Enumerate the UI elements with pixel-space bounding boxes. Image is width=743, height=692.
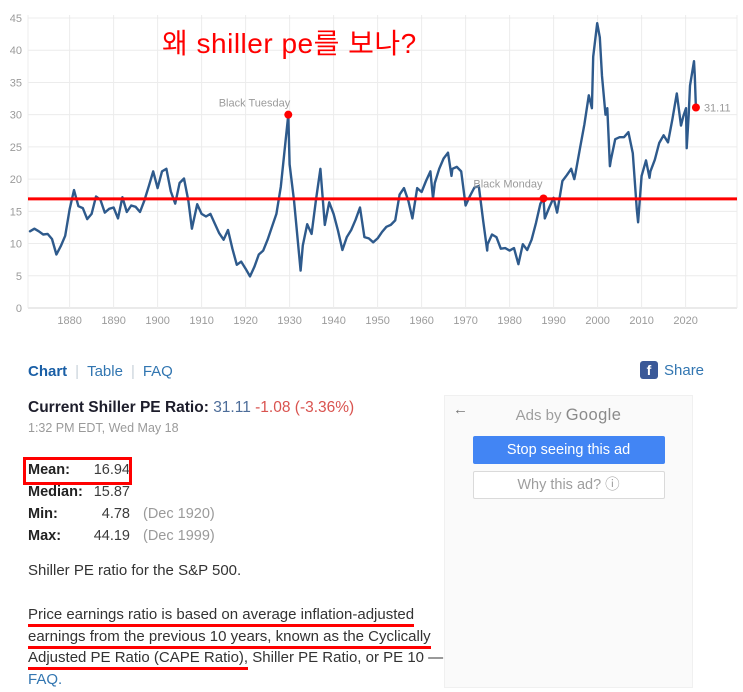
stat-value: 15.87 — [90, 484, 130, 500]
stat-row-min: Min: 4.78 (Dec 1920) — [28, 503, 215, 525]
tab-faq[interactable]: FAQ — [143, 363, 173, 380]
y-axis-label: 40 — [10, 45, 22, 57]
google-ad-panel: ← Ads by Google Stop seeing this ad Why … — [444, 395, 693, 688]
y-axis-label: 5 — [16, 271, 22, 283]
x-axis-label: 1920 — [233, 315, 257, 327]
annotation-label: Black Tuesday — [219, 98, 291, 110]
ads-by-label: Ads by — [516, 407, 566, 424]
stat-row-max: Max: 44.19 (Dec 1999) — [28, 525, 215, 547]
ads-by-google-label: Ads by Google — [445, 406, 692, 425]
tab-table[interactable]: Table — [87, 363, 123, 380]
definition-line: Price earnings ratio is based on average… — [28, 606, 458, 628]
stat-note: (Dec 1999) — [143, 528, 215, 544]
tab-separator: | — [75, 363, 79, 380]
ad-back-arrow-icon[interactable]: ← — [453, 401, 468, 418]
y-axis-label: 15 — [10, 206, 22, 218]
x-axis-label: 1910 — [189, 315, 213, 327]
stat-value: 4.78 — [90, 506, 130, 522]
y-axis-label: 45 — [10, 13, 22, 25]
stat-note: (Dec 1920) — [143, 506, 215, 522]
stats-table: Mean: 16.94 Median: 15.87 Min: 4.78 (Dec… — [28, 459, 215, 547]
current-ratio-label: Current Shiller PE Ratio: — [28, 399, 209, 416]
stat-label: Max: — [28, 528, 90, 544]
x-axis-label: 1980 — [497, 315, 521, 327]
facebook-icon[interactable]: f — [640, 361, 658, 379]
y-axis-label: 35 — [10, 77, 22, 89]
chart-description: Shiller PE ratio for the S&P 500. — [28, 562, 241, 579]
y-axis-label: 10 — [10, 239, 22, 251]
chart-view-tabs: Chart | Table | FAQ — [28, 363, 173, 380]
quote-timestamp: 1:32 PM EDT, Wed May 18 — [28, 421, 179, 435]
y-axis-label: 0 — [16, 303, 22, 315]
tab-separator: | — [131, 363, 135, 380]
x-axis-label: 2020 — [673, 315, 697, 327]
x-axis-label: 1990 — [541, 315, 565, 327]
red-underlined-text: Price earnings ratio is based on average… — [28, 606, 414, 627]
current-ratio-line: Current Shiller PE Ratio: 31.11 -1.08 (-… — [28, 399, 354, 417]
x-axis-label: 1940 — [321, 315, 345, 327]
facebook-share-button[interactable]: f Share — [640, 361, 704, 379]
stat-value: 16.94 — [90, 462, 130, 478]
event-dot — [692, 104, 700, 112]
x-axis-label: 1900 — [145, 315, 169, 327]
pe-ratio-line — [30, 23, 696, 276]
annotation-label: Black Monday — [473, 178, 543, 190]
y-axis-label: 20 — [10, 174, 22, 186]
x-axis-label: 1970 — [453, 315, 477, 327]
current-ratio-value: 31.11 — [213, 399, 251, 416]
pe-definition-paragraph: Price earnings ratio is based on average… — [28, 606, 458, 692]
x-axis-label: 2000 — [585, 315, 609, 327]
x-axis-label: 1950 — [365, 315, 389, 327]
y-axis-label: 25 — [10, 142, 22, 154]
stat-value: 44.19 — [90, 528, 130, 544]
x-axis-label: 2010 — [629, 315, 653, 327]
x-axis-label: 1930 — [277, 315, 301, 327]
event-dot — [284, 111, 292, 119]
share-label[interactable]: Share — [664, 362, 704, 379]
why-this-ad-label: Why this ad? — [517, 477, 605, 493]
definition-text: Shiller PE Ratio, or PE 10 — — [248, 649, 443, 666]
definition-line: Adjusted PE Ratio (CAPE Ratio), Shiller … — [28, 649, 458, 671]
x-axis-label: 1890 — [101, 315, 125, 327]
stop-seeing-ad-button[interactable]: Stop seeing this ad — [473, 436, 665, 464]
definition-line: FAQ. — [28, 671, 458, 692]
info-icon: ⓘ — [605, 477, 620, 493]
stat-label: Mean: — [28, 462, 90, 478]
shiller-pe-chart: 0 5 10 15 20 25 30 35 40 45 1880 1890 1900 1910 1920 19… — [0, 0, 743, 345]
stat-label: Min: — [28, 506, 90, 522]
current-ratio-change: -1.08 (-3.36%) — [255, 399, 354, 416]
faq-link[interactable]: FAQ. — [28, 671, 62, 688]
definition-line: earnings from the previous 10 years, kno… — [28, 628, 458, 650]
stat-label: Median: — [28, 484, 90, 500]
x-axis-label: 1960 — [409, 315, 433, 327]
red-underlined-text: Adjusted PE Ratio (CAPE Ratio), — [28, 649, 248, 670]
why-this-ad-button[interactable]: Why this ad? ⓘ — [473, 471, 665, 499]
shiller-pe-chart-area: 0 5 10 15 20 25 30 35 40 45 1880 1890 1900 1910 1920 19… — [0, 0, 743, 345]
x-axis-label: 1880 — [57, 315, 81, 327]
tab-chart[interactable]: Chart — [28, 363, 67, 380]
red-underlined-text: earnings from the previous 10 years, kno… — [28, 628, 431, 649]
y-axis-label: 30 — [10, 110, 22, 122]
google-logo-text: Google — [566, 406, 622, 424]
annotation-label: 31.11 — [704, 103, 731, 115]
stat-row-mean: Mean: 16.94 — [28, 459, 215, 481]
stat-row-median: Median: 15.87 — [28, 481, 215, 503]
event-dot — [539, 194, 547, 202]
